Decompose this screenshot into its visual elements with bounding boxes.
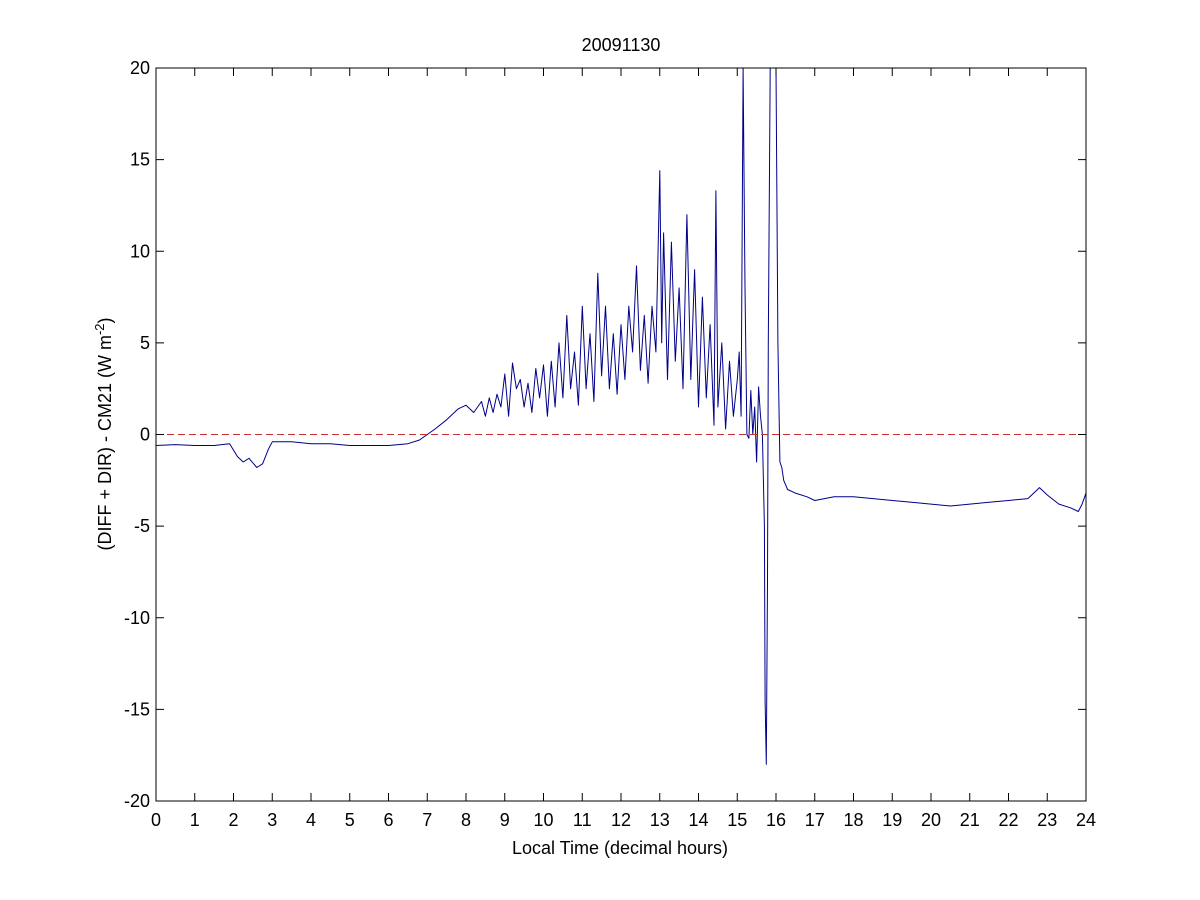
x-tick-label: 14 [688,810,708,830]
y-tick-label: -15 [124,699,150,719]
x-tick-label: 3 [267,810,277,830]
x-tick-label: 24 [1076,810,1096,830]
x-tick-label: 0 [151,810,161,830]
x-tick-label: 12 [611,810,631,830]
x-tick-label: 4 [306,810,316,830]
x-axis-label: Local Time (decimal hours) [512,838,728,858]
x-tick-label: 2 [228,810,238,830]
x-tick-label: 6 [383,810,393,830]
x-tick-label: 9 [500,810,510,830]
y-tick-label: 0 [140,425,150,445]
x-tick-label: 23 [1037,810,1057,830]
x-tick-label: 17 [805,810,825,830]
y-axis-label-superscript: -2 [92,323,107,335]
y-tick-label: 10 [130,241,150,261]
x-tick-label: 13 [650,810,670,830]
y-tick-label: -5 [134,516,150,536]
x-tick-label: 11 [573,810,592,830]
x-tick-label: 7 [422,810,432,830]
x-tick-label: 5 [345,810,355,830]
x-tick-label: 8 [461,810,471,830]
x-tick-label: 19 [882,810,902,830]
x-tick-label: 16 [766,810,786,830]
y-tick-label: -10 [124,608,150,628]
y-axis-label-close: ) [95,317,115,323]
y-axis-label-main: (DIFF + DIR) - CM21 (W m [95,335,115,550]
y-axis-label: (DIFF + DIR) - CM21 (W m-2) [92,317,115,550]
x-axis: 0 1 2 3 4 5 6 7 8 9 10 11 12 13 14 15 16 17 18 19 20 21 22 23 24 [151,68,1096,830]
chart-title: 20091130 [582,35,661,55]
data-series-line [156,68,1086,765]
y-tick-label: 5 [140,333,150,353]
y-tick-label: 20 [130,58,150,78]
series-layer [156,68,1086,765]
x-tick-label: 1 [190,810,200,830]
x-tick-label: 21 [960,810,980,830]
x-tick-label: 18 [843,810,863,830]
y-axis: -20 -15 -10 -5 0 5 10 15 20 [124,58,1086,811]
x-tick-label: 20 [921,810,941,830]
y-tick-label: -20 [124,791,150,811]
x-tick-label: 15 [727,810,747,830]
y-tick-label: 15 [130,150,150,170]
x-tick-label: 10 [533,810,553,830]
x-tick-label: 22 [998,810,1018,830]
